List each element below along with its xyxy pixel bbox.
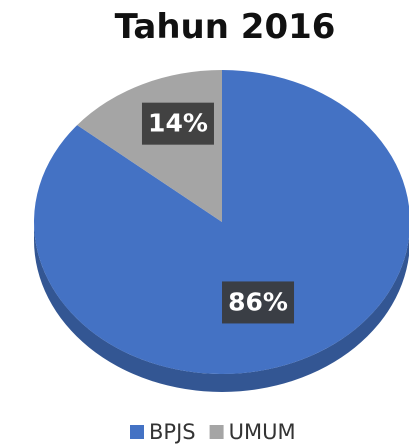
legend-swatch (130, 425, 144, 439)
data-labels: 86% 14% (141, 102, 295, 324)
legend: BPJS UMUM (130, 420, 296, 444)
chart-title: Tahun 2016 (115, 7, 336, 47)
pie (34, 70, 409, 392)
legend-label: UMUM (229, 420, 296, 444)
legend-label: BPJS (149, 420, 196, 444)
value-label-box (222, 281, 295, 324)
value-label-box (141, 102, 214, 145)
value-label: 14% (148, 109, 208, 138)
value-label: 86% (228, 287, 288, 316)
legend-swatch (209, 425, 224, 439)
pie-slice (34, 70, 409, 374)
